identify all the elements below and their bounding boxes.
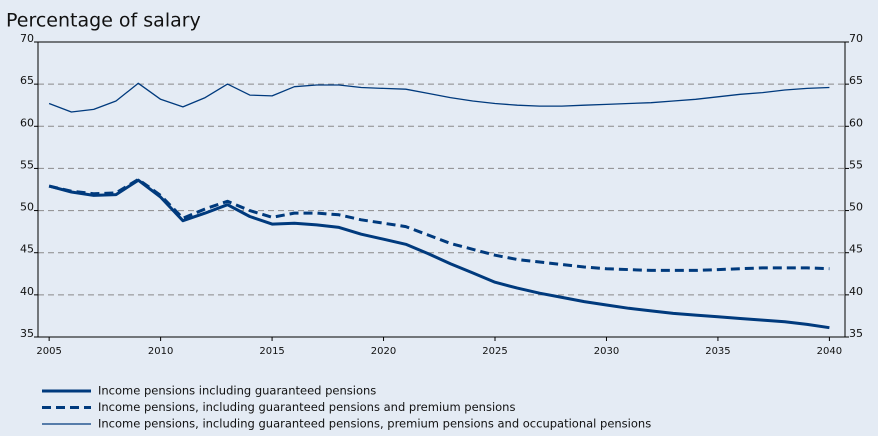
plot-frame <box>37 41 846 338</box>
legend-label: Income pensions, including guaranteed pe… <box>98 400 515 414</box>
x-tick-label: 2030 <box>594 346 619 357</box>
x-tick-label: 2035 <box>705 346 730 357</box>
legend-label: Income pensions, including guaranteed pe… <box>98 417 651 431</box>
y2-tick-label: 65 <box>849 74 863 87</box>
chart-title: Percentage of salary <box>6 10 201 32</box>
legend-label: Income pensions including guaranteed pen… <box>98 384 376 398</box>
y2-tick-label: 55 <box>849 158 863 171</box>
y2-tick-label: 60 <box>849 116 863 129</box>
y-tick-label: 45 <box>20 243 34 256</box>
y-tick-label: 65 <box>20 74 34 87</box>
x-tick-label: 2010 <box>148 346 173 357</box>
y-tick-label: 50 <box>20 201 34 214</box>
x-tick-label: 2005 <box>36 346 61 357</box>
x-tick-label: 2025 <box>482 346 507 357</box>
y2-tick-label: 50 <box>849 201 863 214</box>
y-tick-label: 40 <box>20 285 34 298</box>
y-tick-label: 60 <box>20 116 34 129</box>
y2-tick-label: 70 <box>849 32 863 45</box>
y2-tick-label: 35 <box>849 327 863 340</box>
x-tick-label: 2015 <box>259 346 284 357</box>
series-line <box>48 178 830 330</box>
x-tick-label: 2040 <box>817 346 842 357</box>
y2-tick-label: 45 <box>849 243 863 256</box>
y2-tick-label: 40 <box>849 285 863 298</box>
y-tick-label: 35 <box>20 327 34 340</box>
y-tick-label: 70 <box>20 32 34 45</box>
series-line <box>48 82 830 113</box>
x-tick-label: 2020 <box>371 346 396 357</box>
series-line <box>48 177 830 272</box>
y-tick-label: 55 <box>20 158 34 171</box>
